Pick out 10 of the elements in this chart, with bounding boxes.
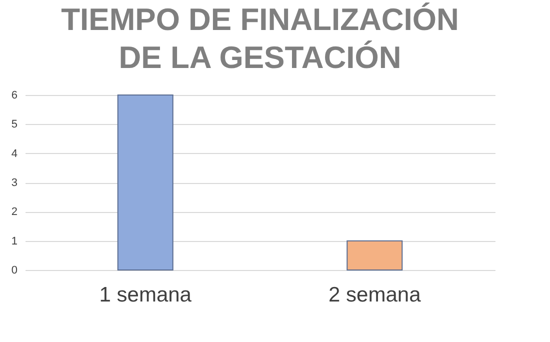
chart-title: TIEMPO DE FINALIZACIÓN DE LA GESTACIÓN [61, 2, 459, 75]
x-tick-label: 2 semana [328, 284, 422, 306]
y-tick-label: 6 [11, 90, 18, 102]
y-tick-label: 4 [11, 148, 18, 160]
y-tick-label: 1 [11, 235, 18, 248]
y-tick-label: 2 [11, 206, 18, 218]
y-tick-label: 5 [11, 118, 18, 131]
y-tick-label: 3 [11, 177, 18, 189]
y-tick-label: 0 [11, 264, 18, 276]
x-tick-label: 1 semana [99, 284, 192, 306]
